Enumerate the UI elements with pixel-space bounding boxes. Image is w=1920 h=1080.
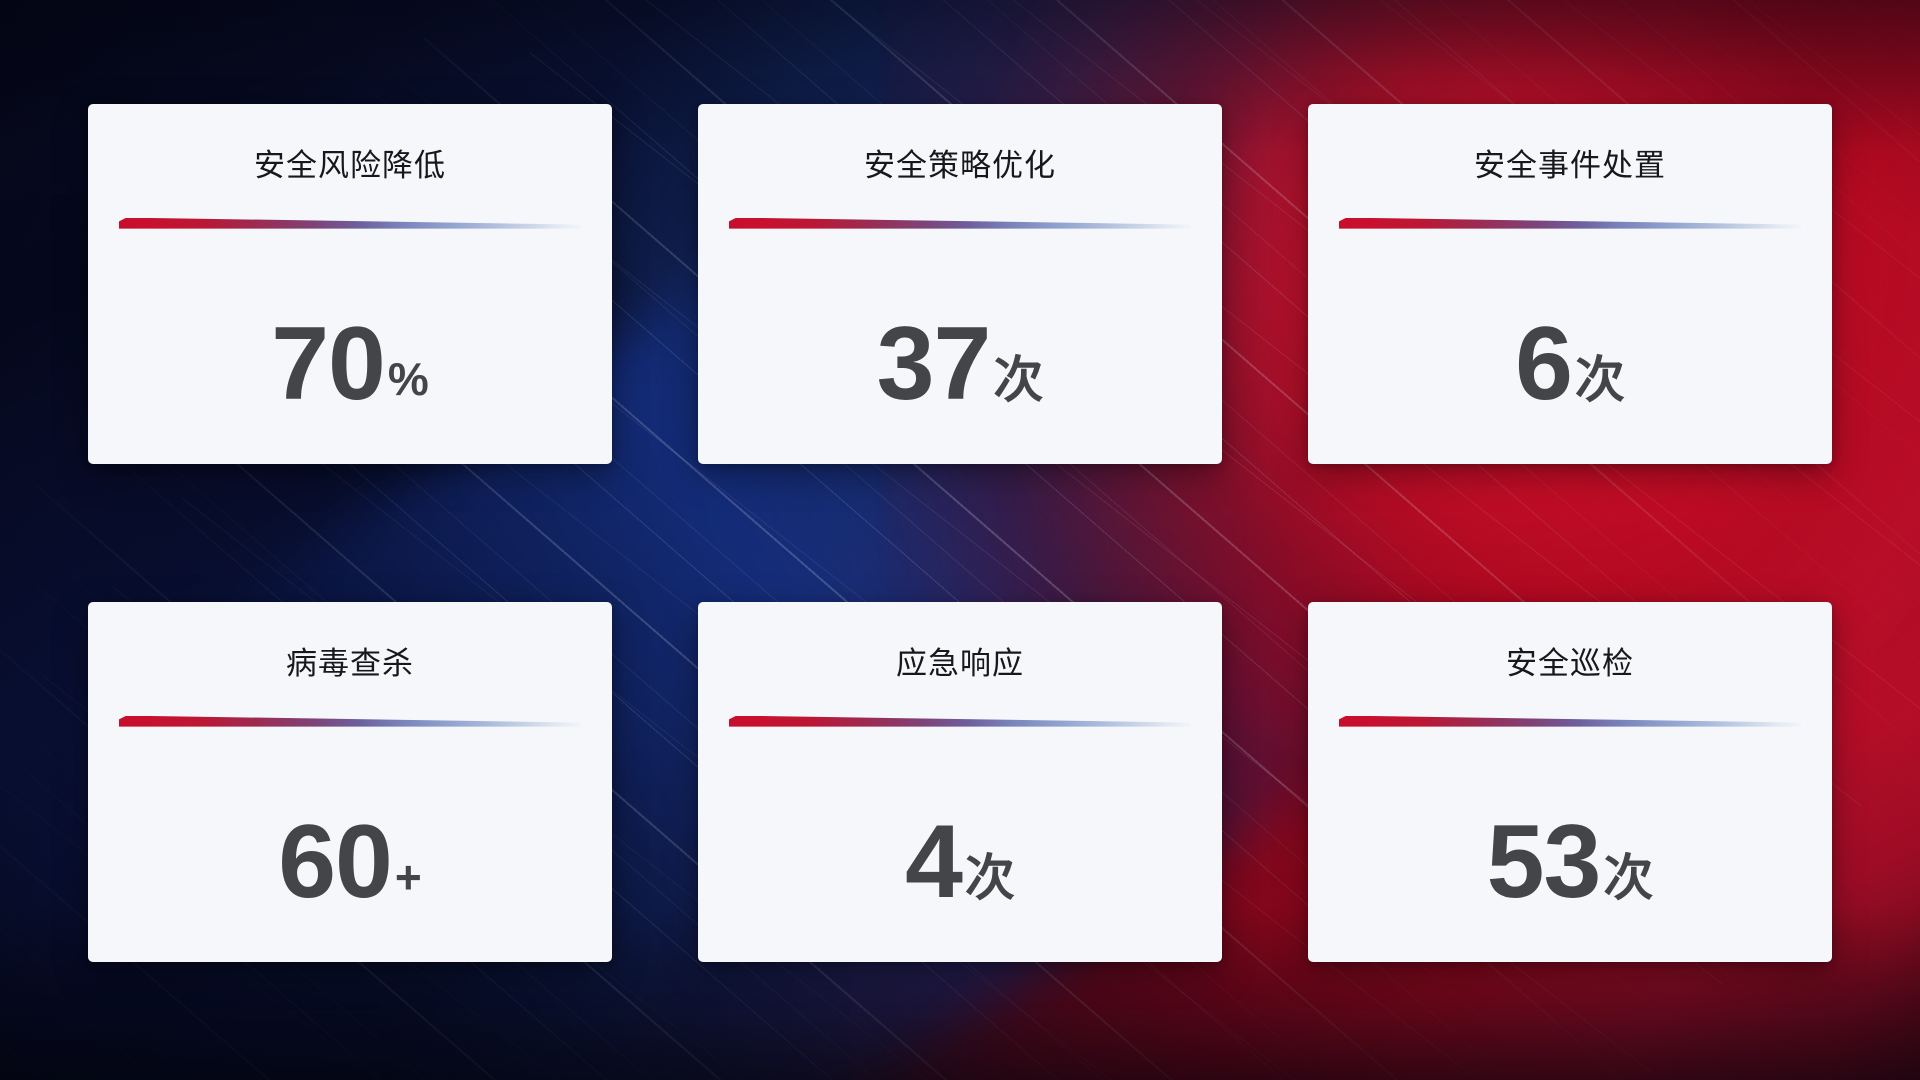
metric-card-value: 37 次 [876,306,1044,464]
metric-value-unit: % [387,353,429,406]
metric-card-title: 病毒查杀 [286,646,414,681]
metric-card-title: 安全巡检 [1506,646,1634,681]
metric-card-divider [729,715,1191,727]
metric-card[interactable]: 病毒查杀 60 + [88,602,612,962]
metric-card-title: 应急响应 [896,646,1024,681]
metric-card[interactable]: 安全巡检 53 次 [1308,602,1832,962]
metric-card-divider [119,217,581,229]
metric-card[interactable]: 安全风险降低 70 % [88,104,612,464]
metric-card[interactable]: 应急响应 4 次 [698,602,1222,962]
metric-card-value: 60 + [278,804,422,962]
metric-card-divider [729,217,1191,229]
metric-card-divider [1339,715,1801,727]
metric-value-unit: 次 [993,352,1044,409]
metric-card-grid: 安全风险降低 70 % 安全策略优化 37 次 安全事件处置 6 次 [88,104,1832,962]
metric-card-value: 4 次 [905,804,1015,962]
metric-value-unit: 次 [1574,352,1625,409]
metric-card-divider [1339,217,1801,229]
metric-value-unit: 次 [1603,850,1654,907]
metric-card-title: 安全策略优化 [864,148,1056,183]
metric-value-unit: 次 [964,850,1015,907]
metric-card-value: 53 次 [1486,804,1654,962]
metric-value-number: 6 [1515,306,1573,423]
metric-card-title: 安全风险降低 [254,148,446,183]
metric-value-unit: + [394,851,422,904]
metric-value-number: 60 [278,804,393,921]
metric-card-divider [119,715,581,727]
metric-card-title: 安全事件处置 [1474,148,1666,183]
metric-value-number: 70 [271,306,386,423]
metric-card[interactable]: 安全策略优化 37 次 [698,104,1222,464]
metric-value-number: 53 [1486,804,1602,921]
metric-value-number: 37 [876,306,992,423]
metric-card-value: 70 % [271,306,429,464]
metric-value-number: 4 [905,804,963,921]
metric-card[interactable]: 安全事件处置 6 次 [1308,104,1832,464]
metric-card-value: 6 次 [1515,306,1625,464]
